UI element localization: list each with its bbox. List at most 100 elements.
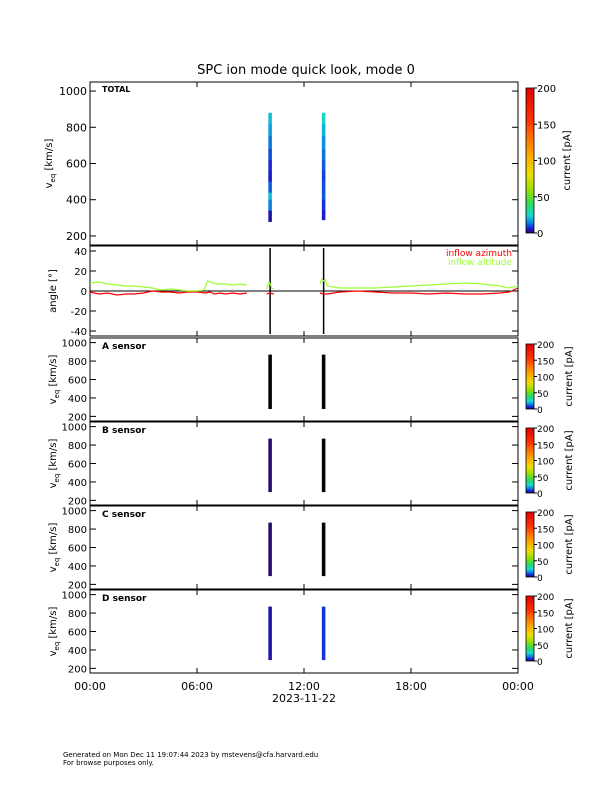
colorbar-label: current [pA] xyxy=(564,598,575,658)
footer: Generated on Mon Dec 11 19:07:44 2023 by… xyxy=(63,751,318,767)
colorbar-tick-label: 0 xyxy=(537,490,543,500)
y-tick-label: 600 xyxy=(68,460,87,471)
colorbar-label: current [pA] xyxy=(564,514,575,574)
y-axis-label-unit: [km/s] xyxy=(44,139,55,174)
y-tick-label: -20 xyxy=(71,307,87,318)
y-axis-label-main: v xyxy=(48,650,59,656)
y-axis-label: veq [km/s] xyxy=(48,439,61,489)
panel-label: TOTAL xyxy=(102,85,130,94)
y-axis-label-subscript: eq xyxy=(53,390,61,399)
y-axis-label-unit: [km/s] xyxy=(48,607,59,642)
y-tick-label: 20 xyxy=(74,267,87,278)
y-tick-label: 1000 xyxy=(62,423,87,434)
heatmap-block xyxy=(321,522,326,577)
y-tick-label: 400 xyxy=(68,394,87,405)
colorbar-tick-label: 100 xyxy=(537,458,554,468)
y-tick-label: 800 xyxy=(68,357,87,368)
footer-generated-line: Generated on Mon Dec 11 19:07:44 2023 by… xyxy=(63,751,319,759)
heatmap-block xyxy=(321,438,326,493)
colorbar-tick-label: 0 xyxy=(537,406,543,416)
panel-label: D sensor xyxy=(102,594,147,604)
y-tick-label: 40 xyxy=(74,247,87,258)
y-tick-label: 600 xyxy=(68,628,87,639)
y-axis-label-unit: [km/s] xyxy=(48,355,59,390)
colorbar: 0 50 100 150 200 current [pA] xyxy=(525,593,575,668)
colorbar-tick-label: 100 xyxy=(537,374,554,384)
colorbar: 0 50 100 150 200 current [pA] xyxy=(525,509,575,584)
heatmap-cell xyxy=(321,149,326,161)
y-tick-label: 600 xyxy=(68,544,87,555)
panel-total: 200 400 600 800 1000 veq [km/s] TOTAL 0 50 100 150… xyxy=(44,81,573,246)
heatmap-cell xyxy=(268,149,272,161)
y-axis-label-subscript: eq xyxy=(53,642,61,651)
heatmap-cell xyxy=(268,112,272,125)
y-tick-label: 400 xyxy=(68,562,87,573)
heatmap-block xyxy=(268,522,272,577)
footer-browse-note: For browse purposes only. xyxy=(63,759,154,767)
y-tick-label: 800 xyxy=(68,441,87,452)
y-tick-label: 200 xyxy=(68,580,87,591)
heatmap-block xyxy=(321,354,326,410)
colorbar-tick-label: 100 xyxy=(537,157,556,168)
colorbar: 0 50 100 150 200 current [pA] xyxy=(525,425,575,500)
heatmap-cell xyxy=(268,199,272,212)
heatmap-block xyxy=(268,438,272,493)
colorbar-tick-label: 150 xyxy=(537,120,556,131)
y-tick-label: 0 xyxy=(81,287,87,298)
y-tick-label: 1000 xyxy=(62,591,87,602)
y-tick-label: 200 xyxy=(68,664,87,675)
colorbar-tick-label: 50 xyxy=(537,558,549,568)
heatmap-cell xyxy=(268,136,272,150)
panel-frame xyxy=(89,421,519,506)
colorbar-tick-label: 50 xyxy=(537,390,549,400)
colorbar-scale xyxy=(525,87,535,234)
colorbar-tick-label: 150 xyxy=(537,357,554,367)
y-tick-label: 200 xyxy=(68,412,87,423)
colorbar-scale xyxy=(525,511,535,578)
colorbar-tick-label: 200 xyxy=(537,593,554,603)
colorbar-label: current [pA] xyxy=(562,130,573,190)
panel-frame xyxy=(89,505,519,590)
colorbar: 0 50 100 150 200 current [pA] xyxy=(525,84,573,240)
colorbar-tick-label: 200 xyxy=(537,425,554,435)
y-axis-label-main: v xyxy=(48,482,59,488)
y-tick-label: -40 xyxy=(71,327,87,338)
legend-entry: inflow azimuth xyxy=(446,249,512,259)
colorbar: 0 50 100 150 200 current [pA] xyxy=(525,341,575,416)
colorbar-tick-label: 200 xyxy=(537,341,554,351)
panel-label: A sensor xyxy=(102,342,147,352)
heatmap-cell xyxy=(268,170,272,183)
y-axis-label-main: v xyxy=(48,566,59,572)
y-tick-label: 800 xyxy=(68,525,87,536)
series-inflow-azimuth xyxy=(89,290,247,296)
y-tick-label: 400 xyxy=(68,646,87,657)
y-tick-label: 200 xyxy=(66,230,87,243)
y-tick-label: 400 xyxy=(68,478,87,489)
y-tick-label: 600 xyxy=(66,158,87,171)
series-inflow-altitude xyxy=(89,280,247,292)
colorbar-tick-label: 150 xyxy=(537,525,554,535)
heatmap-cell xyxy=(321,181,326,193)
y-axis-label: veq [km/s] xyxy=(48,355,61,405)
legend-entry: inflow altitude xyxy=(448,258,513,268)
y-axis-label: veq [km/s] xyxy=(48,523,61,573)
y-tick-label: 1000 xyxy=(59,85,87,98)
x-axis-date-label: 2023-11-22 xyxy=(272,692,336,705)
figure-title: SPC ion mode quick look, mode 0 xyxy=(197,63,415,78)
y-tick-label: 200 xyxy=(68,496,87,507)
colorbar-tick-label: 150 xyxy=(537,441,554,451)
colorbar-tick-label: 50 xyxy=(537,193,550,204)
series-inflow-azimuth xyxy=(319,287,519,295)
heatmap-cell xyxy=(268,181,272,193)
series-inflow-altitude xyxy=(266,280,274,290)
x-tick-label: 00:00 xyxy=(502,680,534,693)
heatmap-cell xyxy=(268,123,272,137)
colorbar-tick-label: 50 xyxy=(537,642,549,652)
heatmap-block xyxy=(321,606,326,661)
heatmap-cell xyxy=(268,192,272,201)
colorbar-tick-label: 0 xyxy=(537,229,543,240)
panel-frame xyxy=(89,81,519,246)
colorbar-tick-label: 50 xyxy=(537,474,549,484)
